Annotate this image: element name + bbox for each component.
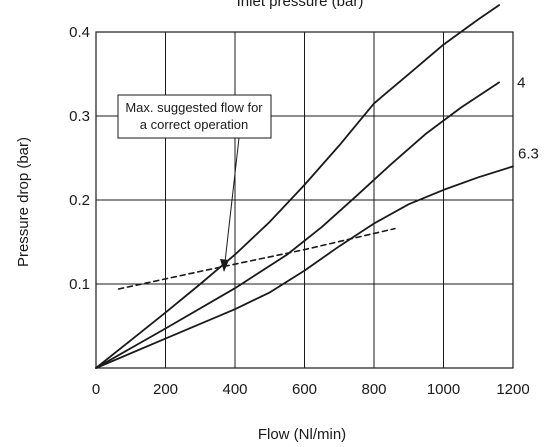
annotation: Max. suggested flow for a correct operat… [117,94,272,272]
series-label-6-3: 6.3 [518,145,539,162]
annotation-line-2: a correct operation [140,117,248,132]
plot-frame [95,31,514,369]
x-tick-label: 800 [361,381,386,398]
series-labels: 2.546.3 [517,74,539,162]
x-tick-label: 1000 [427,381,460,398]
curve-2-5 [95,4,501,369]
annotation-arrow-line [224,137,240,263]
series-label-4: 4 [517,74,525,91]
tick-labels: 0 200 400 600 800 1000 1200 0.1 0.2 0.3 0.4 [69,24,530,398]
y-axis-title: Pressure drop (bar) [15,137,32,267]
y-tick-label: 0.4 [69,24,90,41]
axes [95,31,514,369]
curve-6-3 [95,165,514,369]
x-axis-title: Flow (Nl/min) [258,426,346,443]
x-tick-label: 400 [222,381,247,398]
chart-title: Inlet pressure (bar) [237,0,364,10]
max-suggested-flow-line [117,227,396,290]
x-tick-label: 0 [92,381,100,398]
grid-lines [96,32,513,368]
curve-4 [95,81,501,369]
y-tick-label: 0.3 [69,108,90,125]
y-tick-label: 0.2 [69,192,90,209]
annotation-arrowhead [220,259,229,272]
x-tick-label: 200 [153,381,178,398]
annotation-line-1: Max. suggested flow for [125,100,263,115]
annotation-box [117,94,272,139]
x-tick-label: 1200 [496,381,529,398]
y-tick-label: 0.1 [69,276,90,293]
curves [95,4,514,369]
x-tick-label: 600 [292,381,317,398]
